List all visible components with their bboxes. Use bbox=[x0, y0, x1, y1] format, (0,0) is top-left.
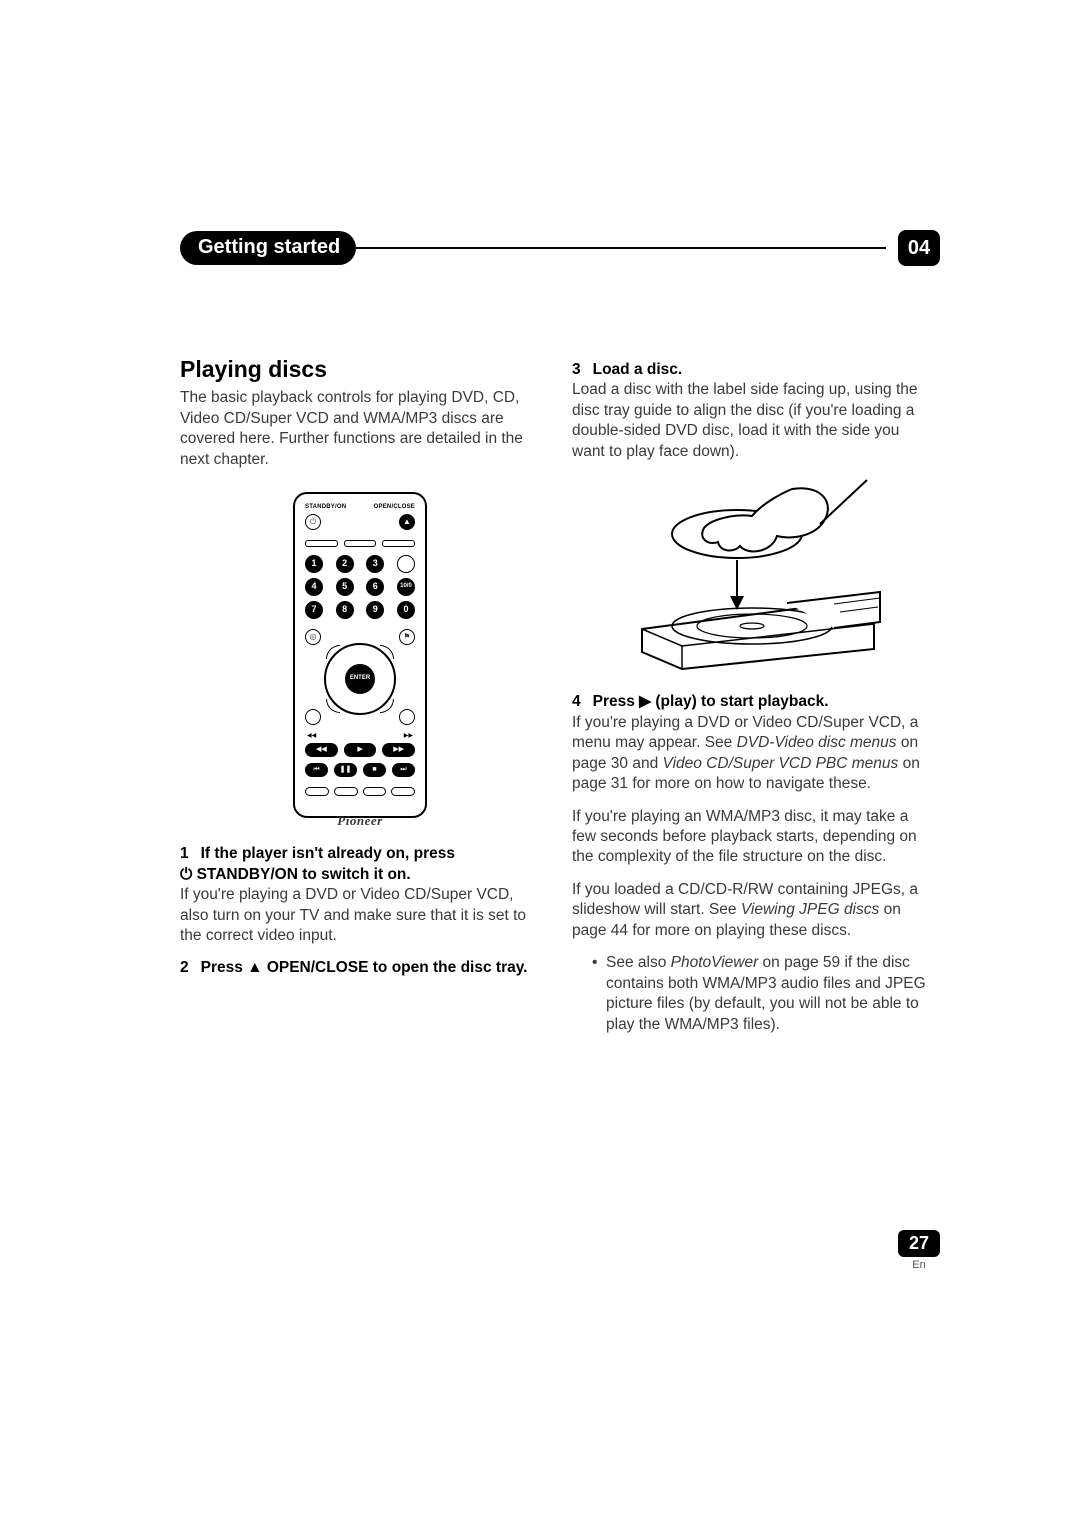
num-9: 9 bbox=[366, 601, 384, 619]
eject-icon: ▲ bbox=[403, 517, 411, 528]
fwd-icon: ▶▶ bbox=[404, 733, 413, 741]
disc-tray-svg bbox=[622, 474, 882, 674]
remote-body: STANDBY/ON OPEN/CLOSE ⏻ ▲ 1 bbox=[293, 492, 427, 818]
oval-button bbox=[305, 787, 329, 796]
label-openclose: OPEN/CLOSE bbox=[374, 504, 415, 512]
slim-button bbox=[382, 540, 415, 547]
num-2: 2 bbox=[336, 555, 354, 573]
num-7: 7 bbox=[305, 601, 323, 619]
bookmark-icon: ◎ bbox=[305, 629, 321, 645]
stop-button: ■ bbox=[363, 763, 386, 777]
bullet-icon: • bbox=[592, 953, 606, 1035]
step-1-number: 1 bbox=[180, 845, 189, 862]
step-3-heading: 3 Load a disc. bbox=[572, 360, 932, 380]
num-5: 5 bbox=[336, 578, 354, 596]
num-blank bbox=[397, 555, 415, 573]
ref-vcd-menus: Video CD/Super VCD PBC menus bbox=[663, 755, 899, 772]
step-1-body: If you're playing a DVD or Video CD/Supe… bbox=[180, 885, 540, 946]
page-lang: En bbox=[898, 1259, 940, 1271]
chapter-header: Getting started 04 bbox=[180, 230, 940, 266]
section-heading: Playing discs bbox=[180, 354, 540, 384]
next-button: ⏭ bbox=[392, 763, 415, 777]
bullet-photoviewer: • See also PhotoViewer on page 59 if the… bbox=[572, 953, 932, 1035]
chapter-number-badge: 04 bbox=[898, 230, 940, 266]
scan-back-button: ◀◀ bbox=[305, 743, 338, 757]
num-4: 4 bbox=[305, 578, 323, 596]
oval-button bbox=[391, 787, 415, 796]
corner-left-icon bbox=[305, 709, 321, 725]
step-3-title: Load a disc. bbox=[593, 361, 683, 378]
step-1-heading: 1 If the player isn't already on, press ⏻… bbox=[180, 844, 540, 885]
d-pad: ENTER bbox=[324, 643, 396, 715]
num-6: 6 bbox=[366, 578, 384, 596]
step-2-a: Press bbox=[201, 959, 248, 976]
standby-button: ⏻ bbox=[305, 514, 321, 530]
openclose-button: ▲ bbox=[399, 514, 415, 530]
step-4-a: Press bbox=[593, 693, 640, 710]
slim-button bbox=[305, 540, 338, 547]
prev-button: ⏮ bbox=[305, 763, 328, 777]
step-4-para-a: If you're playing a DVD or Video CD/Supe… bbox=[572, 713, 932, 795]
chapter-title-pill: Getting started bbox=[180, 231, 356, 265]
slim-button bbox=[344, 540, 377, 547]
ref-dvd-menus: DVD-Video disc menus bbox=[737, 734, 897, 751]
play-icon: ▶ bbox=[639, 693, 651, 710]
chapter-number: 04 bbox=[908, 237, 930, 260]
page-footer: 27 En bbox=[898, 1230, 940, 1271]
step-2-b: OPEN/CLOSE to open the disc tray. bbox=[263, 959, 528, 976]
flag-icon: ⚑ bbox=[399, 629, 415, 645]
left-column: Playing discs The basic playback control… bbox=[180, 354, 540, 1035]
ref-jpeg: Viewing JPEG discs bbox=[741, 901, 879, 918]
scan-fwd-button: ▶▶ bbox=[382, 743, 415, 757]
intro-paragraph: The basic playback controls for playing … bbox=[180, 388, 540, 470]
step-4-para-c: If you loaded a CD/CD-R/RW containing JP… bbox=[572, 880, 932, 941]
corner-right-icon bbox=[399, 709, 415, 725]
page-number: 27 bbox=[898, 1230, 940, 1257]
step-4-b: (play) to start playback. bbox=[651, 693, 828, 710]
play-button: ▶ bbox=[344, 743, 377, 757]
num-8: 8 bbox=[336, 601, 354, 619]
step-4-number: 4 bbox=[572, 693, 581, 710]
step-3-number: 3 bbox=[572, 361, 581, 378]
label-standby: STANDBY/ON bbox=[305, 504, 346, 512]
step-2-number: 2 bbox=[180, 959, 189, 976]
chapter-title: Getting started bbox=[198, 236, 340, 258]
step-1-line1: If the player isn't already on, press bbox=[201, 845, 455, 862]
power-icon: ⏻ bbox=[180, 866, 192, 883]
step-2-heading: 2 Press ▲ OPEN/CLOSE to open the disc tra… bbox=[180, 958, 540, 978]
rev-icon: ◀◀ bbox=[307, 733, 316, 741]
step-1-line2: STANDBY/ON to switch it on. bbox=[197, 866, 411, 883]
step-3-body: Load a disc with the label side facing u… bbox=[572, 380, 932, 462]
right-column: 3 Load a disc. Load a disc with the label… bbox=[572, 354, 932, 1035]
disc-tray-figure bbox=[572, 474, 932, 674]
enter-button: ENTER bbox=[345, 664, 375, 694]
step-4-heading: 4 Press ▶ (play) to start playback. bbox=[572, 692, 932, 712]
remote-figure: STANDBY/ON OPEN/CLOSE ⏻ ▲ 1 bbox=[180, 492, 540, 818]
oval-button bbox=[363, 787, 387, 796]
num-10-0: 10/0 bbox=[397, 578, 415, 596]
power-icon: ⏻ bbox=[310, 517, 316, 528]
ref-photoviewer: PhotoViewer bbox=[671, 954, 759, 971]
num-3: 3 bbox=[366, 555, 384, 573]
step-4-para-b: If you're playing an WMA/MP3 disc, it ma… bbox=[572, 807, 932, 868]
pause-button: ❚❚ bbox=[334, 763, 357, 777]
number-pad: 1 2 3 4 5 6 10/0 7 8 bbox=[305, 555, 415, 619]
oval-button bbox=[334, 787, 358, 796]
brand-logo: Pioneer bbox=[305, 812, 415, 829]
num-1: 1 bbox=[305, 555, 323, 573]
eject-icon: ▲ bbox=[247, 959, 262, 976]
num-0: 0 bbox=[397, 601, 415, 619]
header-rule bbox=[356, 247, 886, 249]
